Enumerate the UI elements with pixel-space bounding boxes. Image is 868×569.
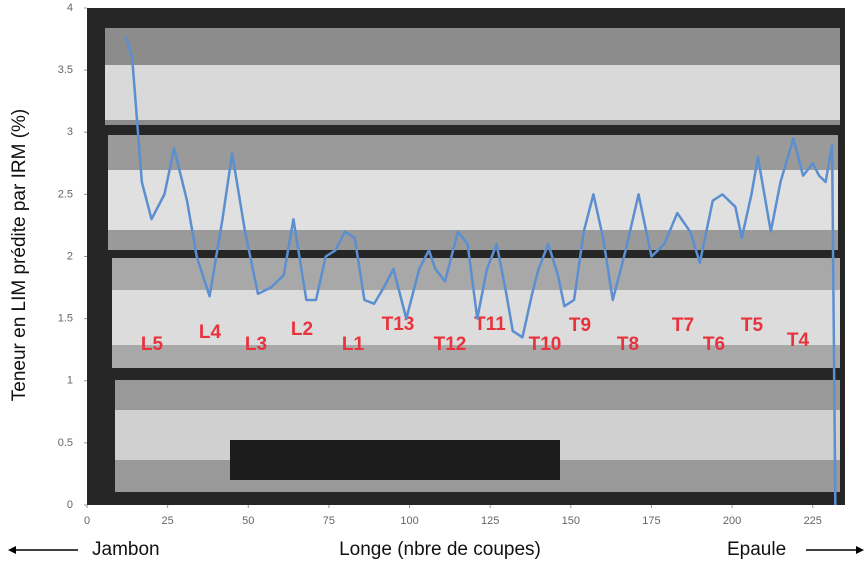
chart: Teneur en LIM prédite par IRM (%) Longe … (0, 0, 868, 564)
y-tick-label: 4 (67, 2, 73, 14)
right-label: Epaule (727, 539, 786, 560)
vertebra-label: T7 (672, 315, 694, 336)
vertebra-label: L1 (342, 334, 365, 355)
vertebra-label: T6 (703, 334, 725, 355)
vertebra-label: T13 (382, 314, 415, 335)
vertebra-label: L2 (291, 319, 313, 340)
x-tick-label: 100 (400, 515, 418, 527)
y-tick-label: 0 (67, 499, 73, 511)
vertebra-label: T8 (617, 334, 639, 355)
vertebra-label: T9 (569, 315, 591, 336)
x-tick-label: 175 (642, 515, 660, 527)
vertebra-label: T5 (741, 315, 764, 336)
arrow-head (8, 546, 16, 554)
x-tick-label: 200 (723, 515, 741, 527)
vertebra-label: T12 (434, 334, 467, 355)
y-tick-label: 0.5 (58, 437, 73, 449)
x-axis-title: Longe (nbre de coupes) (339, 539, 541, 560)
vertebra-label: L4 (199, 322, 222, 343)
x-tick-label: 150 (562, 515, 580, 527)
vertebra-label: L3 (245, 334, 267, 355)
y-tick-label: 3.5 (58, 64, 73, 76)
x-tick-label: 125 (481, 515, 499, 527)
y-tick-label: 2 (67, 250, 73, 262)
y-axis-title: Teneur en LIM prédite par IRM (%) (9, 109, 30, 402)
y-tick-label: 3 (67, 126, 73, 138)
x-tick-label: 225 (804, 515, 822, 527)
x-tick-label: 75 (323, 515, 335, 527)
vertebra-label: T4 (787, 330, 810, 351)
left-label: Jambon (92, 539, 160, 560)
y-tick-label: 2.5 (58, 188, 73, 200)
y-tick-label: 1.5 (58, 313, 73, 325)
x-tick-label: 50 (242, 515, 254, 527)
y-tick-label: 1 (67, 375, 73, 387)
x-tick-label: 25 (162, 515, 174, 527)
vertebra-label: T11 (474, 314, 506, 335)
arrow-head (856, 546, 864, 554)
background-image (87, 8, 845, 505)
vertebra-label: T10 (529, 334, 562, 355)
vertebra-label: L5 (141, 334, 164, 355)
x-tick-label: 0 (84, 515, 90, 527)
